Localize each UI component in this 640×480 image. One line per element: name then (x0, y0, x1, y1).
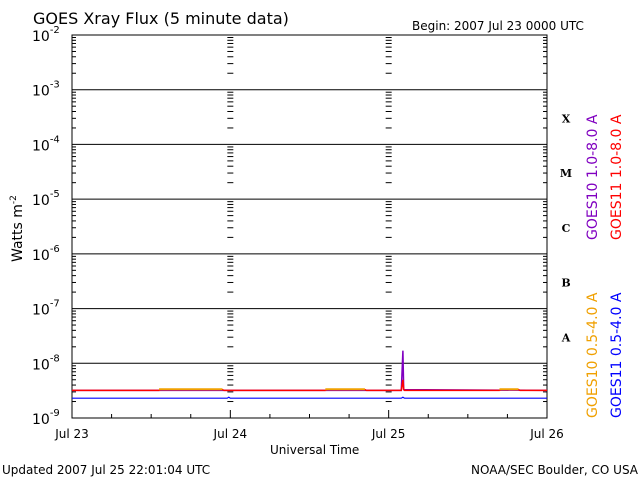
footer-updated: Updated 2007 Jul 25 22:01:04 UTC (2, 463, 210, 477)
y-tick-label: 10-9 (32, 408, 60, 428)
footer-credit: NOAA/SEC Boulder, CO USA (471, 463, 639, 477)
x-tick-label: Jul 26 (529, 427, 564, 441)
series-line (72, 350, 548, 392)
begin-label: Begin: 2007 Jul 23 0000 UTC (412, 19, 584, 33)
legend-entry: GOES10 0.5-4.0 A (585, 292, 601, 418)
y-tick-label: 10-4 (32, 134, 60, 154)
y-tick-label: 10-6 (32, 244, 60, 264)
y-tick-label: 10-5 (32, 189, 60, 209)
flare-class-label: A (561, 331, 571, 344)
legend-entry: GOES11 0.5-4.0 A (609, 292, 625, 418)
x-tick-label: Jul 24 (213, 427, 248, 441)
legend-label: GOES11 1.0-8.0 A (609, 114, 625, 240)
flare-class-label: X (562, 112, 571, 125)
y-tick-label: 10-7 (32, 299, 60, 319)
flare-class-label: M (560, 167, 572, 180)
x-axis-label: Universal Time (270, 443, 359, 457)
legend-label: GOES10 1.0-8.0 A (585, 114, 601, 240)
chart-title: GOES Xray Flux (5 minute data) (33, 9, 289, 28)
x-tick-label: Jul 23 (54, 427, 89, 441)
y-tick-label: 10-3 (32, 80, 60, 100)
y-tick-label: 10-8 (32, 353, 60, 373)
flare-class-label: B (561, 277, 570, 290)
flare-class-label: C (562, 222, 571, 235)
series-line (72, 396, 547, 399)
x-tick-label: Jul 25 (371, 427, 406, 441)
legend-entry: GOES11 1.0-8.0 A (609, 114, 625, 240)
series-line (72, 379, 547, 392)
y-axis-label: Watts m-2 (9, 195, 26, 262)
legend-entry: GOES10 1.0-8.0 A (585, 114, 601, 240)
plot-area (71, 34, 548, 419)
y-tick-label: 10-2 (32, 25, 60, 45)
legend-label: GOES10 0.5-4.0 A (585, 292, 601, 418)
legend-label: GOES11 0.5-4.0 A (609, 292, 625, 418)
